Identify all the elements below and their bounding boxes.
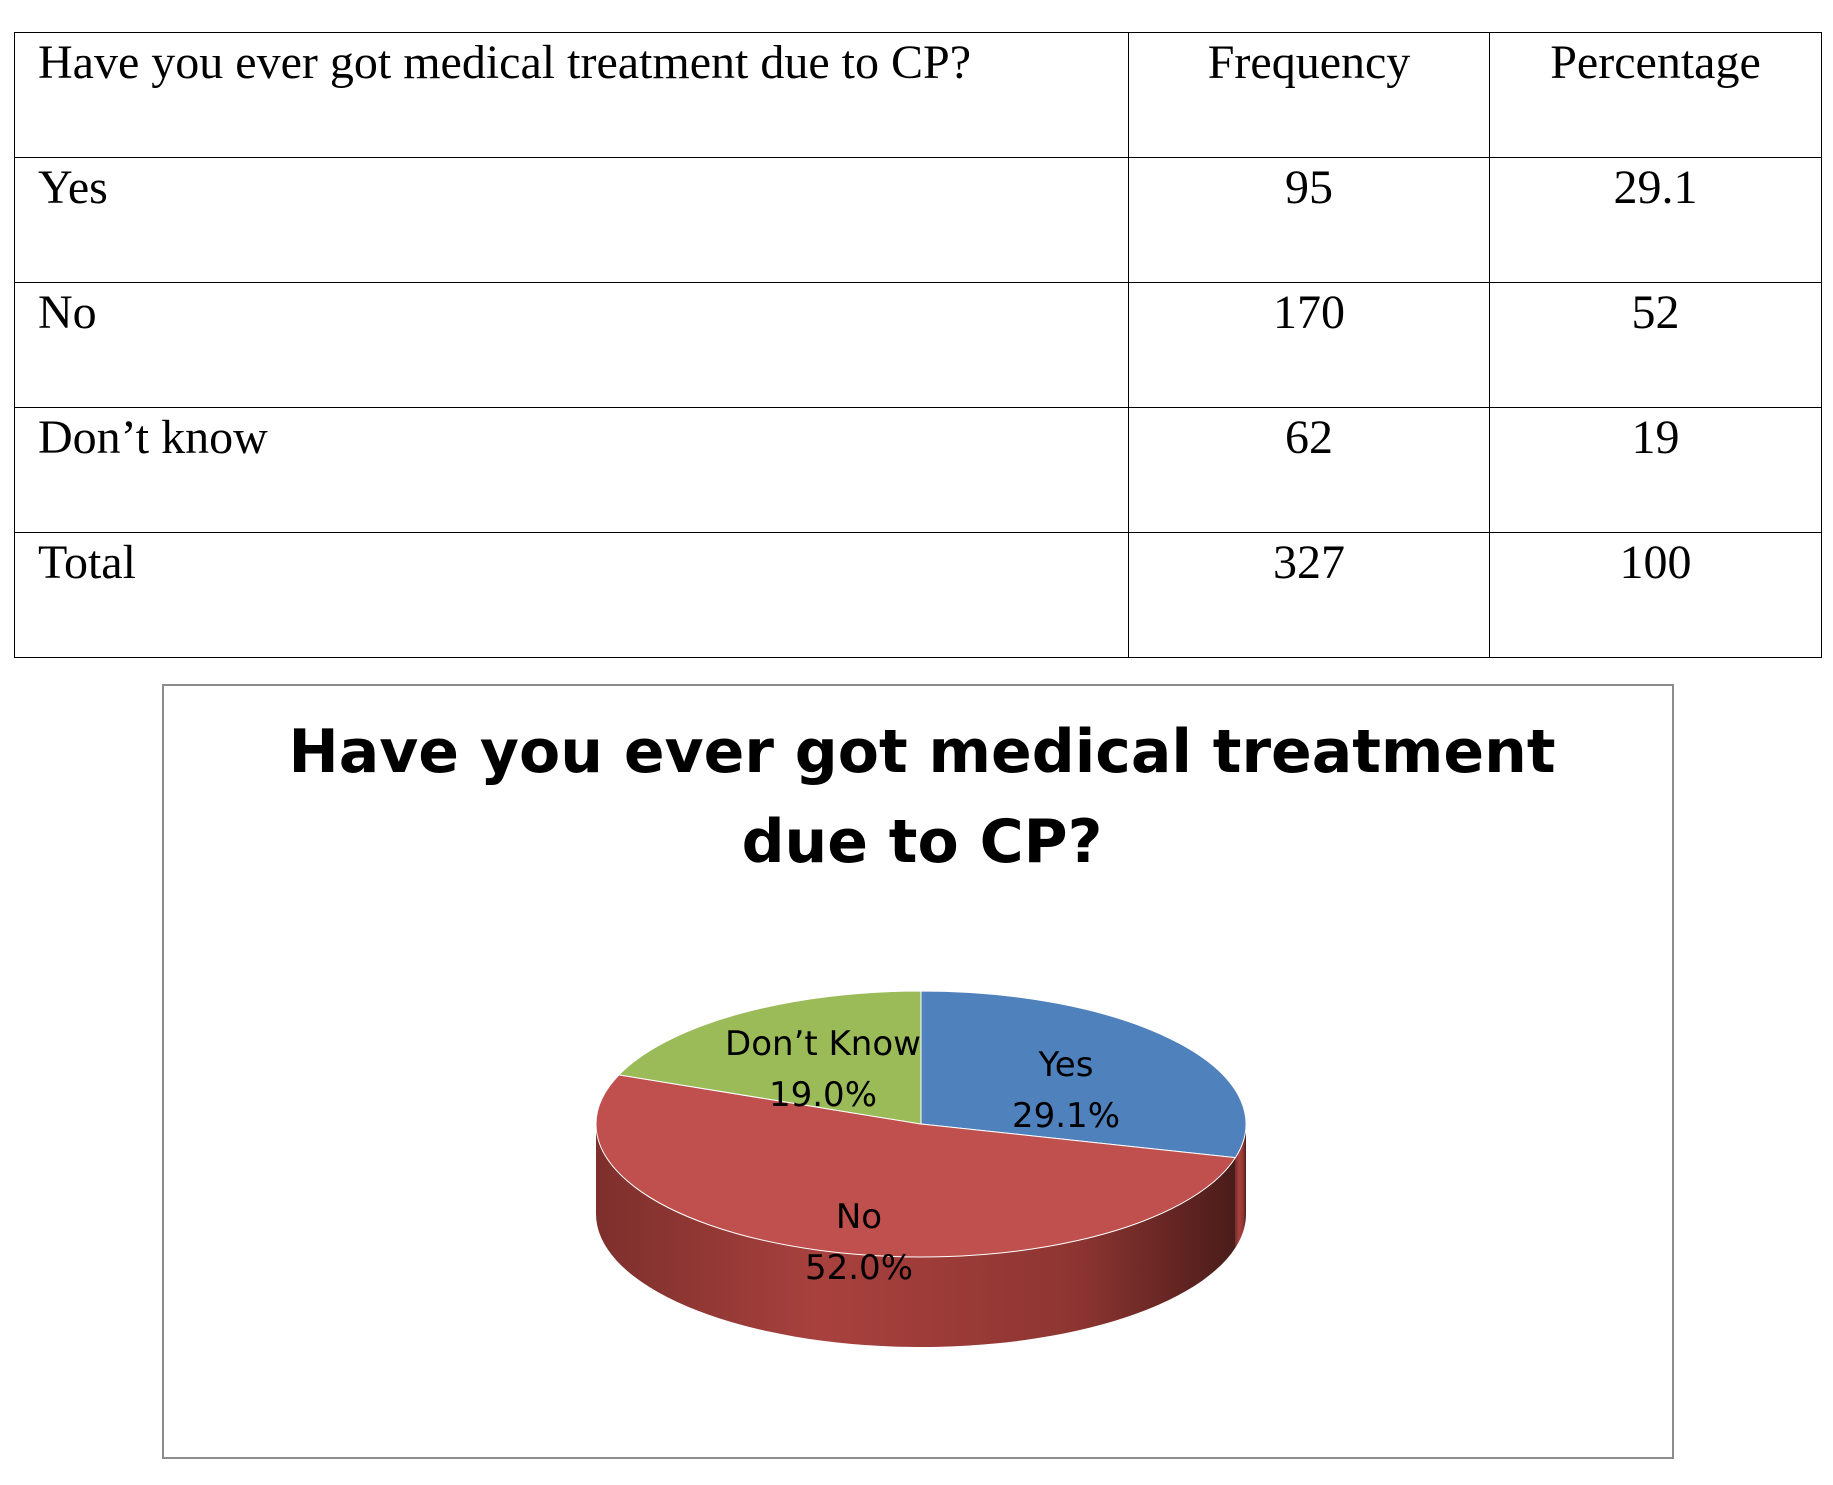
pie-chart: Have you ever got medical treatment due … [288, 717, 1556, 1347]
row-frequency: 327 [1128, 532, 1490, 658]
row-label: No [14, 282, 1129, 408]
frequency-table: Have you ever got medical treatment due … [14, 32, 1822, 658]
row-label: Yes [14, 157, 1129, 283]
slice-label-name: Don’t Know [725, 1024, 921, 1064]
header-percentage: Percentage [1489, 32, 1822, 158]
row-percentage: 52 [1489, 282, 1822, 408]
row-percentage: 100 [1489, 532, 1822, 658]
row-frequency: 95 [1128, 157, 1490, 283]
table-header-row: Have you ever got medical treatment due … [14, 32, 1822, 158]
header-frequency: Frequency [1128, 32, 1490, 158]
row-label: Total [14, 532, 1129, 658]
pie-side-yes [1235, 1124, 1246, 1248]
row-label: Don’t know [14, 407, 1129, 533]
chart-title-line-1: Have you ever got medical treatment [288, 717, 1555, 787]
header-question: Have you ever got medical treatment due … [14, 32, 1129, 158]
pie-chart-frame: Have you ever got medical treatment due … [162, 684, 1674, 1459]
row-frequency: 170 [1128, 282, 1490, 408]
table-row-total: Total 327 100 [14, 532, 1822, 658]
pie-slice-yes [920, 990, 1247, 1159]
table-row: Don’t know 62 19 [14, 407, 1822, 533]
slice-label-name: Yes [1038, 1045, 1094, 1085]
slice-label-name: No [836, 1197, 882, 1237]
table-row: Yes 95 29.1 [14, 157, 1822, 283]
slice-label-value: 29.1% [1012, 1096, 1120, 1136]
table-row: No 170 52 [14, 282, 1822, 408]
pie-group: Yes 29.1% No 52.0% Don’t Know 19.0% [595, 990, 1247, 1347]
pie-slice-no [595, 1074, 1237, 1258]
row-percentage: 29.1 [1489, 157, 1822, 283]
pie-side-no [596, 1124, 1236, 1347]
row-frequency: 62 [1128, 407, 1490, 533]
slice-label-value: 19.0% [769, 1075, 877, 1115]
pie-slice-don-t-know [617, 990, 922, 1125]
chart-title-line-2: due to CP? [742, 807, 1103, 877]
slice-label-value: 52.0% [805, 1248, 913, 1288]
row-percentage: 19 [1489, 407, 1822, 533]
